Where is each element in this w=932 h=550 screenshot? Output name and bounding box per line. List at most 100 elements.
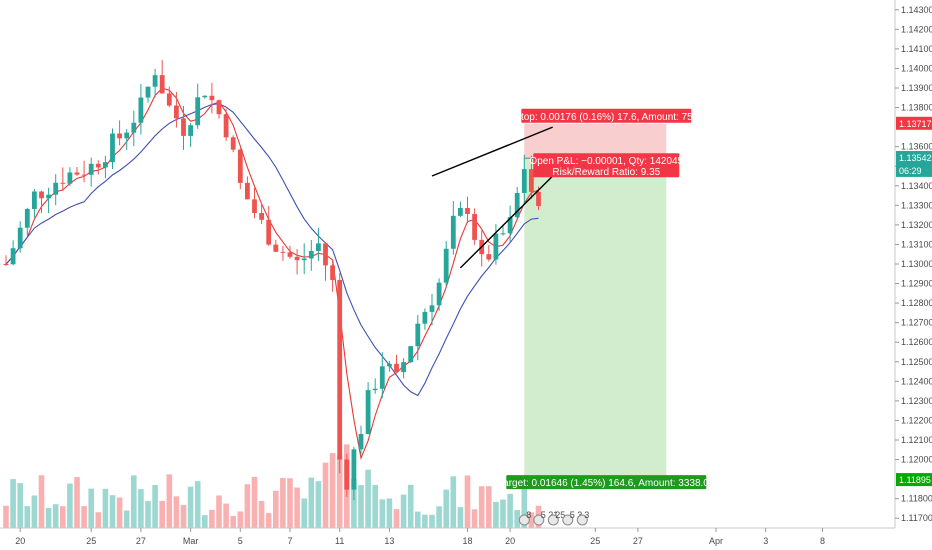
candle[interactable] — [280, 251, 286, 253]
y-tick-label: 1.11700 — [901, 513, 932, 523]
candle[interactable] — [344, 459, 350, 490]
candle[interactable] — [422, 311, 428, 324]
candle[interactable] — [536, 191, 541, 206]
candle[interactable] — [17, 227, 23, 249]
candle[interactable] — [507, 217, 513, 234]
candle[interactable] — [301, 258, 307, 261]
candle[interactable] — [24, 208, 30, 228]
candle[interactable] — [387, 363, 392, 367]
candle[interactable] — [3, 264, 9, 265]
candle[interactable] — [223, 114, 229, 138]
candle[interactable] — [401, 362, 406, 373]
candle[interactable] — [323, 243, 328, 266]
candle[interactable] — [174, 105, 179, 119]
candle[interactable] — [110, 133, 115, 163]
candle[interactable] — [67, 172, 73, 184]
candle[interactable] — [415, 323, 421, 347]
event-flag-icon[interactable] — [562, 514, 574, 526]
volume-bar — [194, 481, 201, 528]
candle[interactable] — [74, 172, 80, 175]
event-flag-icon[interactable] — [518, 514, 530, 526]
candle[interactable] — [60, 182, 66, 184]
y-tick-label: 1.12800 — [901, 298, 932, 308]
candle[interactable] — [429, 305, 435, 312]
candle[interactable] — [209, 95, 215, 101]
candle[interactable] — [337, 279, 343, 460]
candle[interactable] — [465, 208, 470, 214]
candle[interactable] — [521, 169, 527, 193]
x-tick-label: 27 — [633, 536, 643, 546]
candle[interactable] — [493, 233, 499, 260]
event-flag-icon[interactable] — [547, 514, 559, 526]
candle[interactable] — [103, 162, 108, 168]
volume-bar — [358, 485, 364, 528]
y-tick-label: 1.13000 — [901, 259, 932, 269]
candle[interactable] — [372, 388, 378, 391]
candle[interactable] — [252, 199, 257, 213]
candle[interactable] — [500, 233, 506, 235]
candle[interactable] — [330, 265, 335, 280]
candle[interactable] — [10, 248, 16, 265]
event-flag-icon[interactable] — [576, 514, 588, 526]
candle[interactable] — [237, 149, 243, 183]
candle[interactable] — [316, 243, 321, 252]
candle[interactable] — [245, 182, 250, 200]
candle[interactable] — [266, 219, 272, 245]
candle[interactable] — [443, 248, 449, 283]
candle[interactable] — [159, 75, 165, 94]
volume-bar — [265, 513, 272, 528]
candle[interactable] — [216, 100, 222, 115]
candle[interactable] — [53, 182, 59, 195]
upper-trendline[interactable] — [431, 126, 553, 177]
candle[interactable] — [166, 93, 172, 106]
candle[interactable] — [152, 75, 158, 87]
candle[interactable] — [124, 132, 130, 139]
candle[interactable] — [259, 212, 264, 220]
candle[interactable] — [351, 449, 357, 490]
moving-averages — [5, 87, 539, 461]
stop-zone[interactable] — [524, 123, 667, 159]
candle[interactable] — [379, 366, 385, 389]
candle[interactable] — [131, 122, 137, 133]
target-zone[interactable] — [524, 158, 667, 481]
lower-trendline[interactable] — [459, 175, 554, 269]
candle[interactable] — [472, 213, 477, 240]
candle[interactable] — [408, 346, 414, 363]
candle[interactable] — [394, 363, 399, 373]
candle[interactable] — [529, 169, 534, 192]
candle[interactable] — [287, 252, 293, 257]
candle[interactable] — [458, 208, 463, 216]
candle[interactable] — [81, 174, 87, 176]
candle[interactable] — [181, 118, 186, 136]
candle[interactable] — [486, 254, 492, 260]
volume-bar — [230, 515, 236, 528]
candle[interactable] — [195, 97, 201, 126]
candle[interactable] — [188, 125, 193, 136]
event-flag-icon[interactable] — [533, 514, 545, 526]
candle[interactable] — [32, 191, 37, 209]
candle[interactable] — [117, 133, 122, 139]
candle[interactable] — [230, 137, 236, 150]
candle[interactable] — [514, 192, 520, 218]
volume-bar — [294, 487, 300, 528]
candle[interactable] — [95, 163, 101, 168]
candle[interactable] — [39, 191, 44, 199]
candle[interactable] — [202, 95, 208, 98]
event-badge-label: 8 — [526, 510, 531, 520]
candle[interactable] — [358, 434, 364, 450]
candle[interactable] — [88, 163, 94, 175]
candle[interactable] — [436, 282, 442, 306]
candle[interactable] — [46, 194, 51, 199]
volume-bar — [415, 511, 421, 528]
candle[interactable] — [365, 390, 371, 435]
candles — [3, 60, 541, 501]
x-tick-label: 20 — [15, 536, 25, 546]
candle[interactable] — [308, 251, 314, 259]
candle[interactable] — [450, 215, 456, 249]
candle[interactable] — [294, 256, 300, 261]
candle[interactable] — [145, 86, 151, 98]
candle[interactable] — [273, 244, 279, 252]
candle[interactable] — [138, 97, 144, 123]
